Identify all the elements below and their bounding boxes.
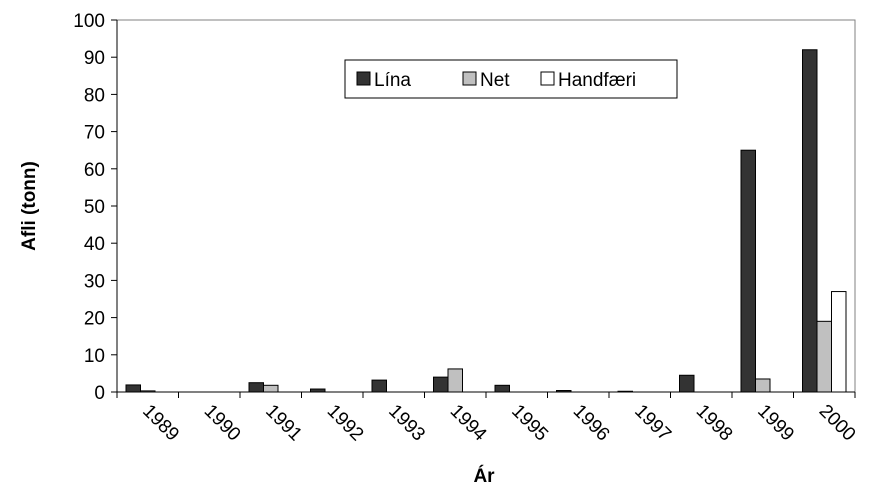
y-tick-label: 10 — [84, 346, 105, 367]
bar — [755, 378, 771, 393]
legend-swatch — [462, 71, 477, 86]
y-tick-label: 30 — [84, 271, 105, 292]
x-tick-label: 1995 — [507, 401, 552, 446]
bar — [447, 368, 463, 393]
bar — [125, 384, 141, 393]
bar — [679, 374, 695, 393]
legend-swatch — [540, 71, 555, 86]
x-tick-label: 2000 — [815, 401, 860, 446]
y-tick-label: 90 — [84, 48, 105, 69]
bar — [371, 379, 387, 393]
bar — [831, 291, 847, 393]
y-axis-title: Afli (tonn) — [19, 161, 40, 251]
bar — [140, 390, 156, 393]
x-tick-label: 1991 — [261, 401, 306, 446]
x-tick-label: 1990 — [200, 401, 245, 446]
legend-label: Handfæri — [558, 70, 636, 91]
bar — [740, 149, 756, 393]
y-tick-label: 40 — [84, 234, 105, 255]
legend-box — [344, 59, 678, 99]
x-axis-title: Ár — [473, 465, 495, 487]
bar — [816, 320, 832, 393]
bar — [248, 382, 264, 393]
y-tick-label: 0 — [94, 383, 105, 404]
legend-swatch — [356, 71, 371, 86]
bar — [617, 390, 633, 393]
x-tick-label: 1996 — [569, 401, 614, 446]
bar — [310, 388, 326, 393]
y-tick-label: 100 — [73, 11, 105, 32]
bar — [802, 49, 818, 393]
x-tick-label: 1998 — [692, 401, 737, 446]
y-tick-label: 70 — [84, 123, 105, 144]
bar — [494, 384, 510, 393]
y-tick-label: 50 — [84, 197, 105, 218]
x-tick-label: 1997 — [630, 401, 675, 446]
x-tick-label: 1993 — [384, 401, 429, 446]
y-tick-label: 80 — [84, 85, 105, 106]
bar — [263, 384, 279, 393]
y-tick-label: 60 — [84, 160, 105, 181]
legend-label: Lína — [374, 70, 411, 91]
bar — [433, 376, 449, 393]
x-tick-label: 1989 — [138, 401, 183, 446]
y-tick-label: 20 — [84, 309, 105, 330]
bar — [556, 390, 572, 393]
x-tick-label: 1994 — [446, 401, 491, 446]
legend-label: Net — [480, 70, 510, 91]
x-tick-label: 1999 — [753, 401, 798, 446]
x-tick-label: 1992 — [323, 401, 368, 446]
